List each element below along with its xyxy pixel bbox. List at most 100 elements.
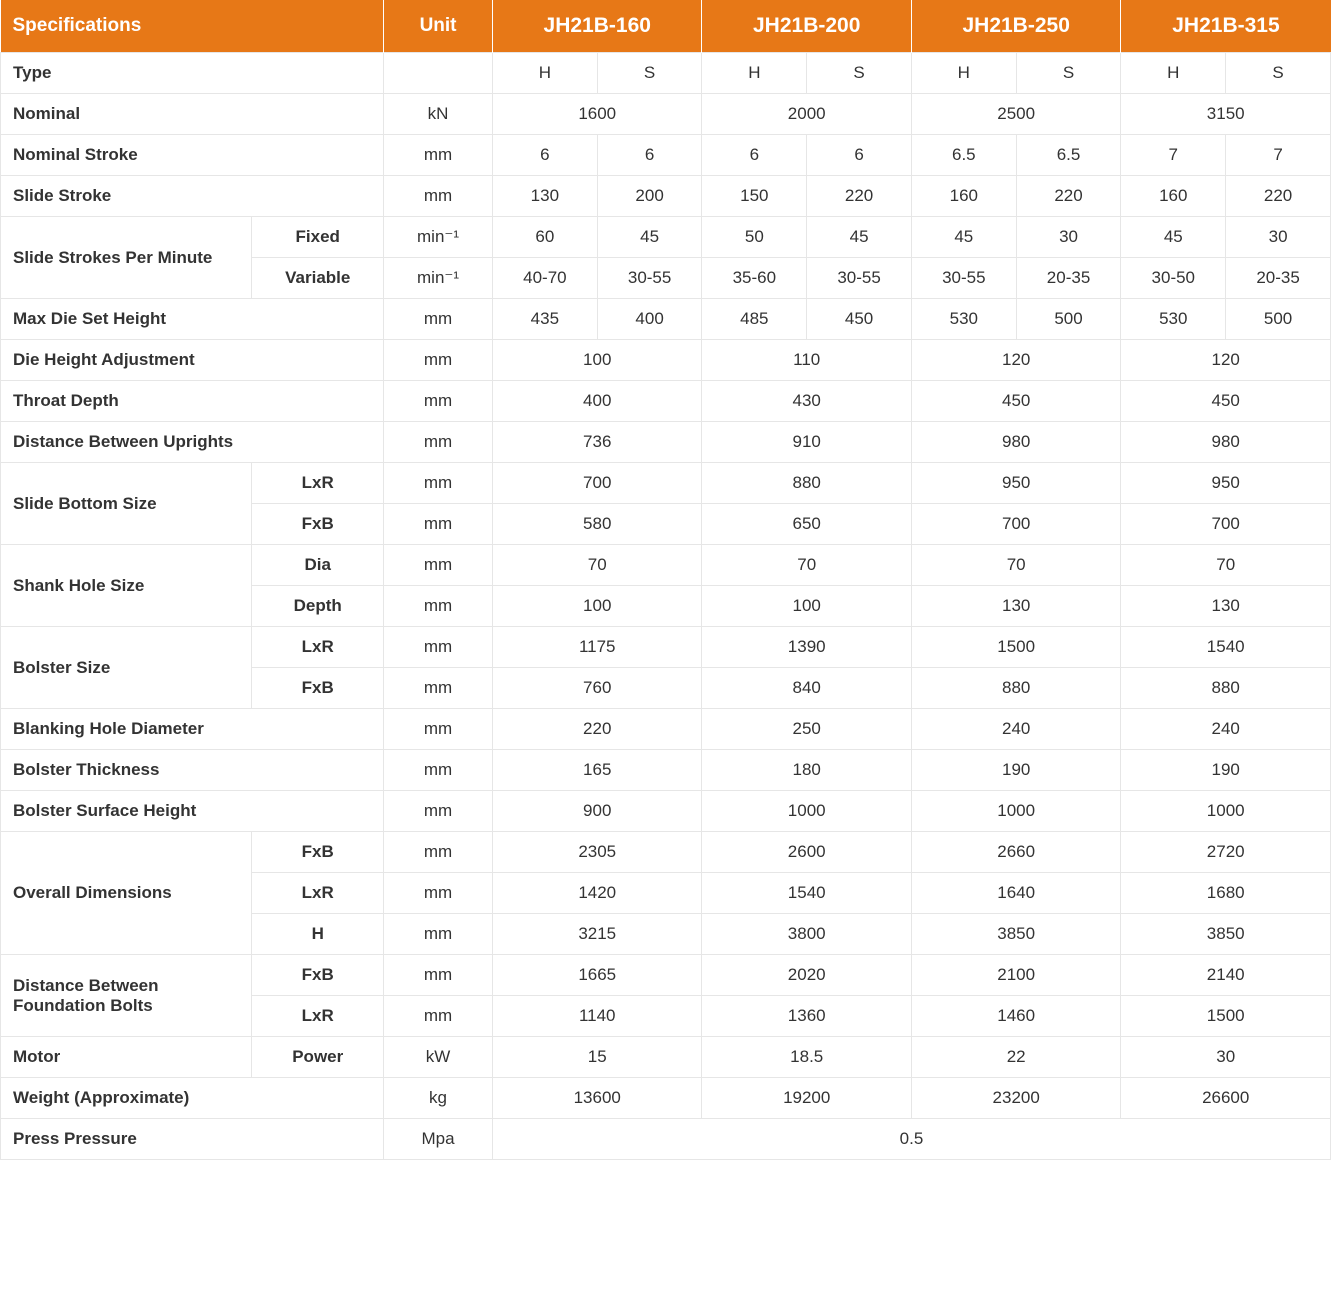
label-overall-lxr: LxR: [252, 873, 384, 914]
bsh-2: 1000: [911, 791, 1120, 832]
spmf-4: 45: [911, 217, 1016, 258]
ns-3: 6: [807, 135, 912, 176]
label-mdsh: Max Die Set Height: [1, 299, 384, 340]
unit-bt: mm: [384, 750, 493, 791]
label-shank: Shank Hole Size: [1, 545, 252, 627]
unit-dha: mm: [384, 340, 493, 381]
nominal-0: 1600: [493, 94, 702, 135]
sbsl-1: 880: [702, 463, 911, 504]
row-throat-depth: Throat Depth mm 400 430 450 450: [1, 381, 1331, 422]
unit-overall-h: mm: [384, 914, 493, 955]
row-bt: Bolster Thickness mm 165 180 190 190: [1, 750, 1331, 791]
dbu-0: 736: [493, 422, 702, 463]
flr-3: 1500: [1121, 996, 1331, 1037]
spmf-1: 45: [597, 217, 702, 258]
label-fixed: Fixed: [252, 217, 384, 258]
label-foundation-lxr: LxR: [252, 996, 384, 1037]
ofb-3: 2720: [1121, 832, 1331, 873]
header-model-3: JH21B-315: [1121, 0, 1331, 53]
row-shank-dia: Shank Hole Size Dia mm 70 70 70 70: [1, 545, 1331, 586]
nominal-2: 2500: [911, 94, 1120, 135]
blr-1: 1390: [702, 627, 911, 668]
mdsh-3: 450: [807, 299, 912, 340]
dha-3: 120: [1121, 340, 1331, 381]
spmf-0: 60: [493, 217, 598, 258]
type-3h: H: [1121, 53, 1226, 94]
spmv-1: 30-55: [597, 258, 702, 299]
ofb-1: 2600: [702, 832, 911, 873]
sbsf-3: 700: [1121, 504, 1331, 545]
td-1: 430: [702, 381, 911, 422]
row-foundation-fxb: Distance Between Foundation Bolts FxB mm…: [1, 955, 1331, 996]
unit-weight: kg: [384, 1078, 493, 1119]
mdsh-1: 400: [597, 299, 702, 340]
header-spec: Specifications: [1, 0, 384, 53]
ns-7: 7: [1226, 135, 1331, 176]
shdp-3: 130: [1121, 586, 1331, 627]
bsh-1: 1000: [702, 791, 911, 832]
row-weight: Weight (Approximate) kg 13600 19200 2320…: [1, 1078, 1331, 1119]
row-overall-fxb: Overall Dimensions FxB mm 2305 2600 2660…: [1, 832, 1331, 873]
label-motor: Motor: [1, 1037, 252, 1078]
dbu-3: 980: [1121, 422, 1331, 463]
unit-shank-dia: mm: [384, 545, 493, 586]
ns-2: 6: [702, 135, 807, 176]
olr-3: 1680: [1121, 873, 1331, 914]
mdsh-0: 435: [493, 299, 598, 340]
shdp-0: 100: [493, 586, 702, 627]
unit-shank-depth: mm: [384, 586, 493, 627]
label-variable: Variable: [252, 258, 384, 299]
unit-motor: kW: [384, 1037, 493, 1078]
ofb-0: 2305: [493, 832, 702, 873]
unit-bolster-lxr: mm: [384, 627, 493, 668]
ss-4: 160: [911, 176, 1016, 217]
row-slide-stroke: Slide Stroke mm 130 200 150 220 160 220 …: [1, 176, 1331, 217]
td-3: 450: [1121, 381, 1331, 422]
mdsh-6: 530: [1121, 299, 1226, 340]
dha-0: 100: [493, 340, 702, 381]
w-2: 23200: [911, 1078, 1120, 1119]
oh-0: 3215: [493, 914, 702, 955]
label-nominal-stroke: Nominal Stroke: [1, 135, 384, 176]
unit-sbs-fxb: mm: [384, 504, 493, 545]
w-3: 26600: [1121, 1078, 1331, 1119]
ns-4: 6.5: [911, 135, 1016, 176]
spmv-3: 30-55: [807, 258, 912, 299]
type-2h: H: [911, 53, 1016, 94]
shdp-1: 100: [702, 586, 911, 627]
bhd-1: 250: [702, 709, 911, 750]
row-press-pressure: Press Pressure Mpa 0.5: [1, 1119, 1331, 1160]
row-type: Type H S H S H S H S: [1, 53, 1331, 94]
sbsl-3: 950: [1121, 463, 1331, 504]
oh-3: 3850: [1121, 914, 1331, 955]
shd-2: 70: [911, 545, 1120, 586]
unit-overall-lxr: mm: [384, 873, 493, 914]
label-slide-stroke: Slide Stroke: [1, 176, 384, 217]
unit-spm-var: min⁻¹: [384, 258, 493, 299]
label-dha: Die Height Adjustment: [1, 340, 384, 381]
bt-1: 180: [702, 750, 911, 791]
blr-2: 1500: [911, 627, 1120, 668]
label-sbs-fxb: FxB: [252, 504, 384, 545]
w-0: 13600: [493, 1078, 702, 1119]
bfb-0: 760: [493, 668, 702, 709]
td-2: 450: [911, 381, 1120, 422]
type-1s: S: [807, 53, 912, 94]
unit-dbu: mm: [384, 422, 493, 463]
flr-0: 1140: [493, 996, 702, 1037]
td-0: 400: [493, 381, 702, 422]
row-dbu: Distance Between Uprights mm 736 910 980…: [1, 422, 1331, 463]
ffb-0: 1665: [493, 955, 702, 996]
mdsh-7: 500: [1226, 299, 1331, 340]
spmv-6: 30-50: [1121, 258, 1226, 299]
ss-7: 220: [1226, 176, 1331, 217]
bsh-3: 1000: [1121, 791, 1331, 832]
label-dia: Dia: [252, 545, 384, 586]
type-1h: H: [702, 53, 807, 94]
row-nominal-stroke: Nominal Stroke mm 6 6 6 6 6.5 6.5 7 7: [1, 135, 1331, 176]
label-pp: Press Pressure: [1, 1119, 384, 1160]
bhd-3: 240: [1121, 709, 1331, 750]
label-foundation-fxb: FxB: [252, 955, 384, 996]
label-power: Power: [252, 1037, 384, 1078]
type-2s: S: [1016, 53, 1121, 94]
